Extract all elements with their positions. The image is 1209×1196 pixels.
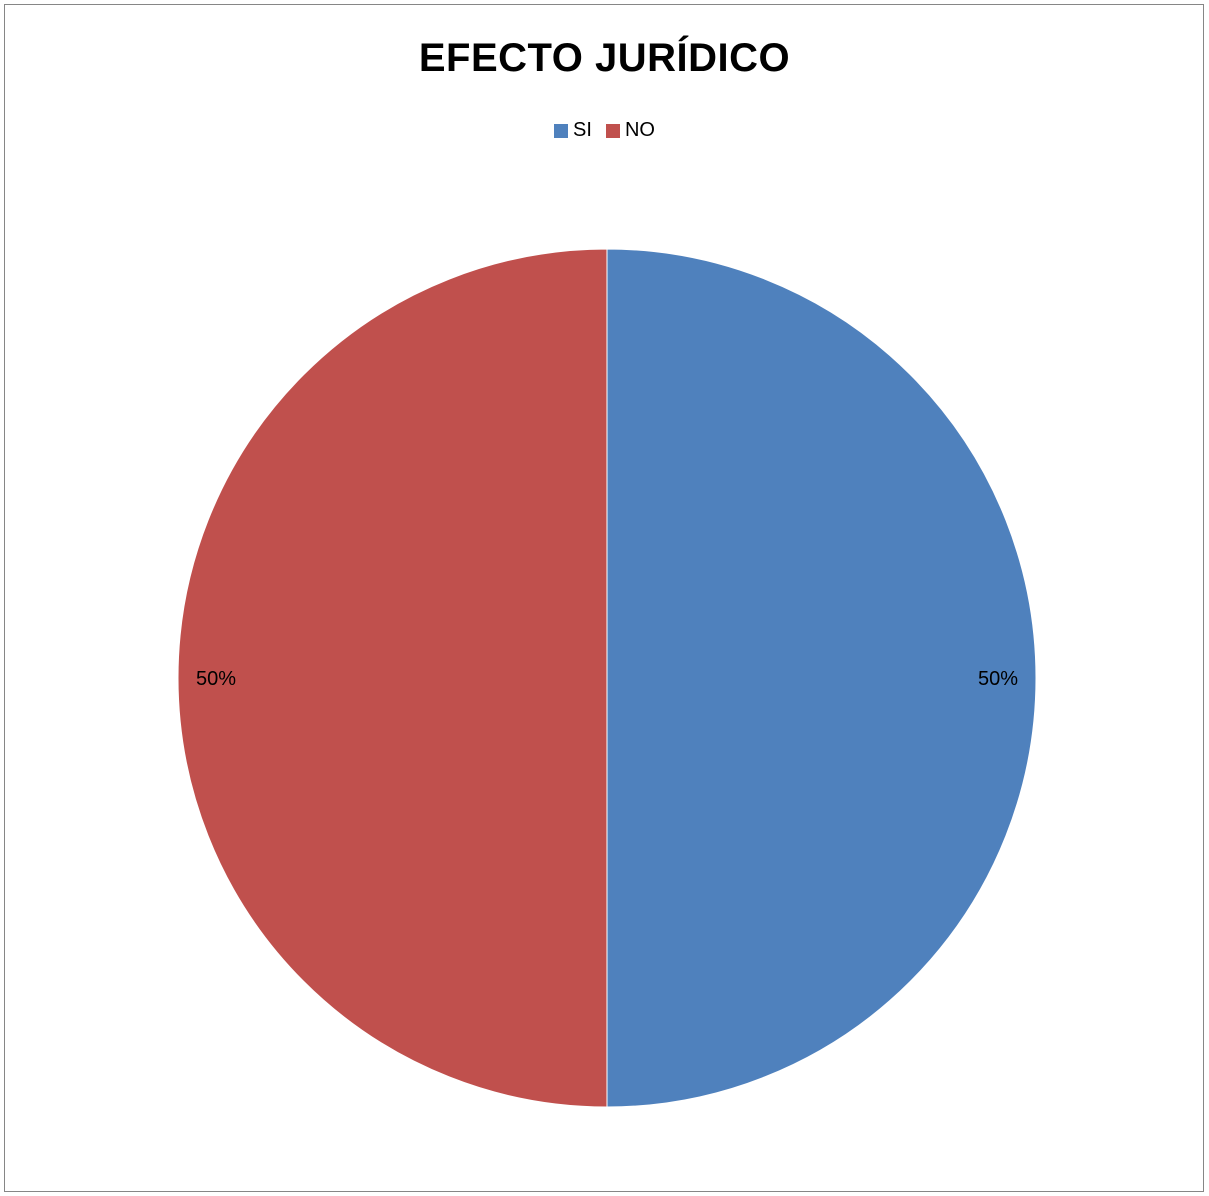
legend-item-si: SI [554,119,592,142]
legend-swatch-no [605,123,620,138]
legend-swatch-si [554,123,569,138]
legend-label-no: NO [624,119,655,141]
legend-item-no: NO [605,119,655,142]
data-label-si: 50% [978,668,1018,690]
pie-slices [177,248,1037,1108]
legend-label-si: SI [573,119,592,141]
data-label-no: 50% [196,668,236,690]
chart-legend: SI NO [0,119,1209,142]
chart-title: EFECTO JURÍDICO [418,36,791,80]
pie-slice-si [606,248,1037,1108]
pie-slice-no [177,248,608,1108]
